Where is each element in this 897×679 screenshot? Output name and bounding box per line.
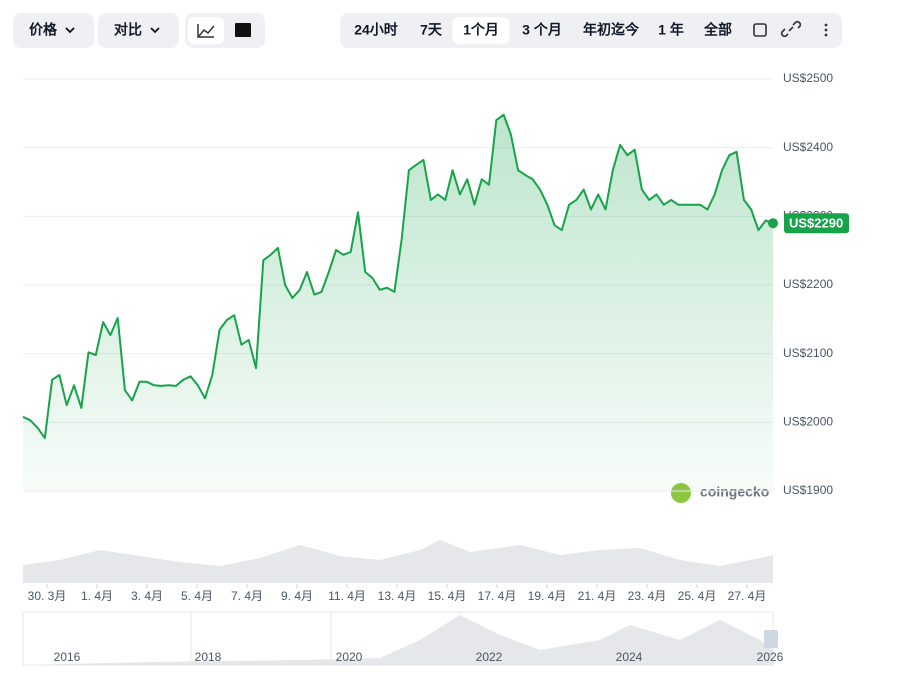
y-tick-label: US$2000 xyxy=(783,415,833,429)
x-tick-label: 11. 4月 xyxy=(328,589,366,603)
button-label: 价格 xyxy=(29,22,58,38)
year-label: 2020 xyxy=(336,650,363,664)
y-tick-label: US$1900 xyxy=(783,483,833,497)
navigator-divider xyxy=(190,612,332,665)
year-label: 2026 xyxy=(757,650,784,664)
price-badge xyxy=(784,213,849,234)
link-icon[interactable] xyxy=(780,20,802,38)
range-button[interactable]: 年初迄今 xyxy=(583,22,639,38)
x-tick-label: 7. 4月 xyxy=(231,589,263,603)
y-tick-label: US$2200 xyxy=(783,277,833,291)
x-tick-label: 15. 4月 xyxy=(428,589,467,603)
line-chart-button[interactable] xyxy=(188,17,224,44)
range-active xyxy=(452,17,510,44)
icon xyxy=(197,24,215,38)
year-label: 2024 xyxy=(616,650,643,664)
x-tick-label: 25. 4月 xyxy=(678,589,717,603)
x-tick-label: 3. 4月 xyxy=(131,589,163,603)
end-dot xyxy=(768,218,778,229)
x-tick-label: 27. 4月 xyxy=(728,589,767,603)
calendar-icon[interactable] xyxy=(753,23,767,37)
button-label: 对比 xyxy=(114,22,142,38)
chevron xyxy=(65,27,160,34)
x-tick-label: 23. 4月 xyxy=(628,589,667,603)
range-button[interactable]: 全部 xyxy=(703,22,732,38)
range-button[interactable]: 1 年 xyxy=(658,22,684,38)
x-tick-label: 13. 4月 xyxy=(378,589,417,603)
x-tick-label: 9. 4月 xyxy=(281,589,313,603)
volume-area xyxy=(23,540,773,583)
year-label: 2016 xyxy=(54,650,81,664)
more-icon[interactable] xyxy=(824,23,828,37)
tv-button[interactable] xyxy=(235,23,251,37)
range-button[interactable]: 3 个月 xyxy=(522,22,562,38)
button[interactable] xyxy=(13,13,94,48)
range-button[interactable]: 7天 xyxy=(420,22,443,38)
x-tick-label: 19. 4月 xyxy=(528,589,567,603)
x-tick-label: 21. 4月 xyxy=(578,589,617,603)
navigator-area xyxy=(23,615,773,665)
y-tick-label: US$2500 xyxy=(783,71,833,85)
price-line xyxy=(22,113,774,440)
range-button[interactable]: 1个月 xyxy=(463,22,499,38)
year-label: 2018 xyxy=(195,650,222,664)
price-badge-label: US$2290 xyxy=(789,216,843,231)
y-tick-label: US$2400 xyxy=(783,140,833,154)
button[interactable] xyxy=(98,13,179,48)
x-tick-label: 5. 4月 xyxy=(181,589,213,603)
x-tick-label: 17. 4月 xyxy=(478,589,517,603)
x-tick-label: 30. 3月 xyxy=(28,589,67,603)
x-tick-label: 1. 4月 xyxy=(81,589,113,603)
area xyxy=(23,114,773,491)
y-tick-label: US$2100 xyxy=(783,346,833,360)
navigator-handle[interactable] xyxy=(764,630,778,648)
year-label: 2022 xyxy=(476,650,503,664)
range-button[interactable]: 24小时 xyxy=(354,22,398,38)
